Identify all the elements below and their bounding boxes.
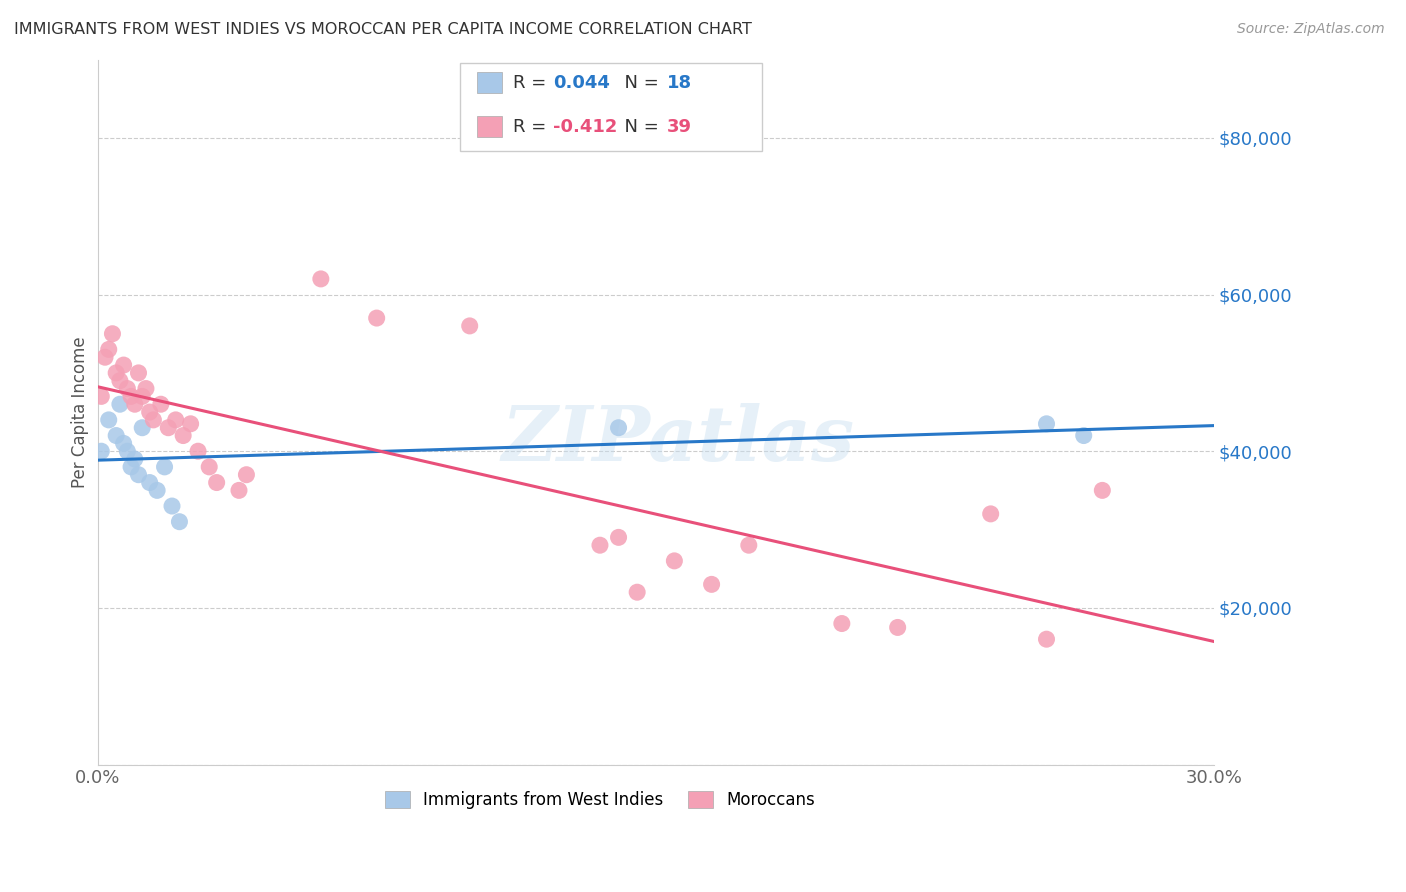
Point	[135, 382, 157, 396]
Point	[1091, 483, 1114, 498]
Point	[198, 459, 221, 474]
Point	[228, 483, 250, 498]
Text: 18: 18	[666, 74, 692, 92]
Point	[309, 272, 332, 286]
Point	[97, 413, 120, 427]
Text: N =: N =	[613, 74, 665, 92]
Point	[108, 397, 131, 411]
Point	[626, 585, 648, 599]
Point	[112, 358, 135, 372]
Point	[664, 554, 686, 568]
Text: R =: R =	[513, 118, 553, 136]
Point	[738, 538, 761, 552]
Point	[120, 459, 142, 474]
Point	[607, 530, 630, 544]
Point	[117, 382, 139, 396]
Point	[101, 326, 124, 341]
Point	[128, 366, 150, 380]
FancyBboxPatch shape	[477, 72, 502, 94]
Point	[160, 499, 183, 513]
Point	[165, 413, 187, 427]
Text: ZIPatlas: ZIPatlas	[502, 403, 855, 477]
Point	[1035, 417, 1057, 431]
Legend: Immigrants from West Indies, Moroccans: Immigrants from West Indies, Moroccans	[378, 785, 823, 816]
Point	[120, 389, 142, 403]
Point	[108, 374, 131, 388]
Text: 39: 39	[666, 118, 692, 136]
Point	[589, 538, 612, 552]
Point	[138, 405, 160, 419]
Point	[366, 311, 388, 326]
Point	[187, 444, 209, 458]
Text: IMMIGRANTS FROM WEST INDIES VS MOROCCAN PER CAPITA INCOME CORRELATION CHART: IMMIGRANTS FROM WEST INDIES VS MOROCCAN …	[14, 22, 752, 37]
Point	[112, 436, 135, 450]
Text: -0.412: -0.412	[553, 118, 617, 136]
Point	[153, 459, 176, 474]
Point	[146, 483, 169, 498]
Point	[1035, 632, 1057, 647]
Point	[157, 421, 180, 435]
Point	[142, 413, 165, 427]
Point	[831, 616, 853, 631]
FancyBboxPatch shape	[477, 116, 502, 137]
Text: N =: N =	[613, 118, 665, 136]
Point	[149, 397, 172, 411]
Text: Source: ZipAtlas.com: Source: ZipAtlas.com	[1237, 22, 1385, 37]
Point	[105, 366, 128, 380]
FancyBboxPatch shape	[460, 63, 762, 152]
Point	[131, 421, 153, 435]
Point	[235, 467, 257, 482]
Point	[458, 318, 481, 333]
Y-axis label: Per Capita Income: Per Capita Income	[72, 336, 89, 488]
Point	[607, 421, 630, 435]
Point	[138, 475, 160, 490]
Point	[180, 417, 202, 431]
Point	[172, 428, 194, 442]
Point	[90, 444, 112, 458]
Point	[117, 444, 139, 458]
Point	[886, 620, 908, 634]
Point	[90, 389, 112, 403]
Point	[124, 452, 146, 467]
Point	[97, 343, 120, 357]
Point	[980, 507, 1002, 521]
Point	[1073, 428, 1095, 442]
Point	[105, 428, 128, 442]
Text: R =: R =	[513, 74, 553, 92]
Point	[169, 515, 191, 529]
Point	[124, 397, 146, 411]
Point	[700, 577, 723, 591]
Point	[128, 467, 150, 482]
Point	[205, 475, 228, 490]
Point	[94, 350, 117, 364]
Text: 0.044: 0.044	[553, 74, 610, 92]
Point	[131, 389, 153, 403]
